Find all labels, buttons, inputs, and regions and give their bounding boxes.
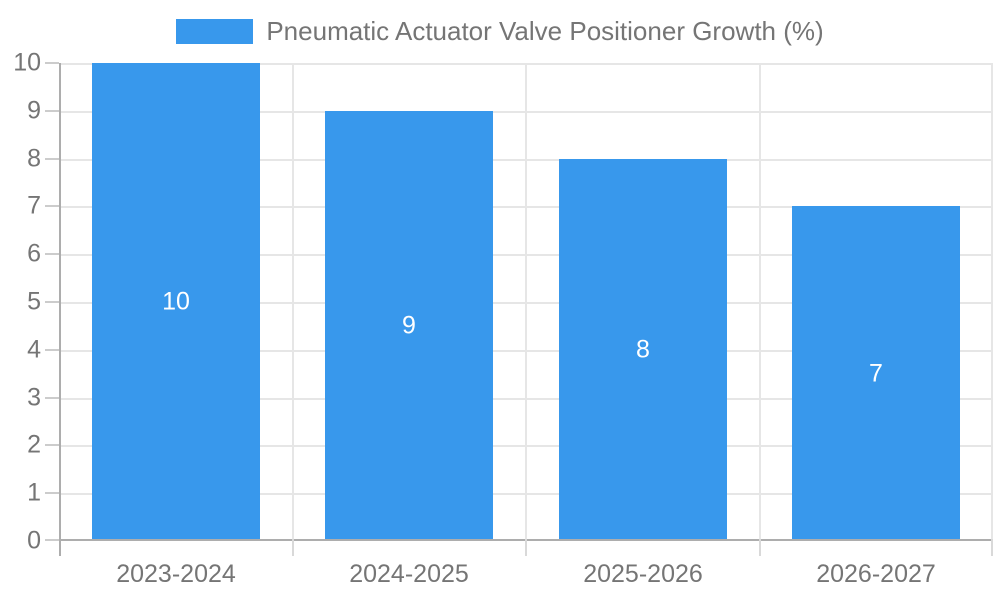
bar-value-label: 7 [869,359,883,387]
y-tick-mark [45,110,59,112]
y-tick-mark [45,158,59,160]
legend-swatch [176,18,254,44]
x-tick-label: 2025-2026 [583,560,703,588]
y-tick-label: 5 [27,287,41,316]
y-tick-mark [45,301,59,303]
v-gridline [991,63,993,541]
y-tick-mark [45,444,59,446]
y-tick-mark [45,397,59,399]
bar [792,206,960,541]
legend-label: Pneumatic Actuator Valve Positioner Grow… [266,15,824,46]
x-tick-label: 2026-2027 [816,560,936,588]
y-tick-mark [45,62,59,64]
plot-area: 10 9 8 7 [59,63,993,556]
y-tick-mark [45,492,59,494]
v-gridline [759,63,761,541]
bar [325,111,493,541]
bar-value-label: 8 [636,335,650,364]
y-axis-line [59,63,61,556]
x-tick-label: 2023-2024 [116,560,236,588]
chart-legend: Pneumatic Actuator Valve Positioner Grow… [0,16,1000,46]
y-tick-mark [45,539,59,541]
y-tick-label: 10 [13,48,41,77]
x-tick-mark [991,539,993,556]
y-tick-mark [45,205,59,207]
y-tick-label: 6 [27,239,41,268]
v-gridline [525,63,527,541]
y-tick-mark [45,349,59,351]
bar-value-label: 9 [402,311,416,340]
x-tick-mark [292,539,294,556]
y-tick-label: 3 [27,383,41,412]
x-tick-mark [525,539,527,556]
bar [92,63,260,541]
y-tick-label: 0 [27,526,41,555]
y-tick-label: 8 [27,144,41,173]
bar [559,159,727,541]
x-tick-label: 2024-2025 [349,560,469,588]
v-gridline [292,63,294,541]
y-tick-label: 4 [27,335,41,364]
x-tick-mark [759,539,761,556]
y-tick-label: 7 [27,191,41,220]
bar-value-label: 10 [162,287,190,316]
y-tick-label: 1 [27,478,41,507]
y-tick-label: 9 [27,96,41,125]
y-tick-mark [45,253,59,255]
y-tick-label: 2 [27,430,41,459]
